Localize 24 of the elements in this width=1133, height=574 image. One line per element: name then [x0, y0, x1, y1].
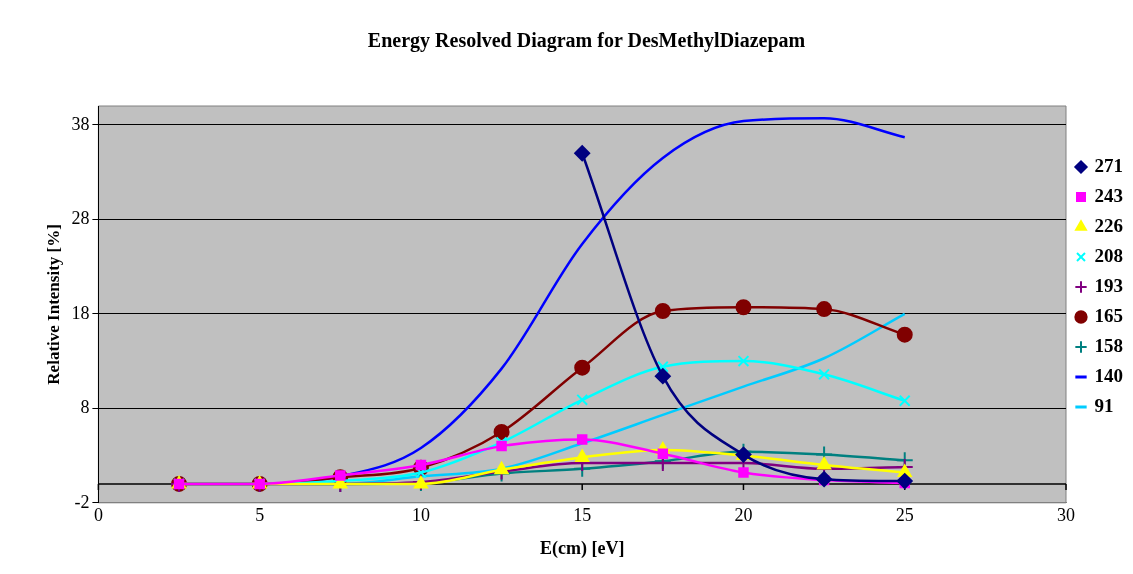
y-tick-label: 8 — [80, 397, 90, 418]
legend-label: 193 — [1094, 274, 1123, 296]
x-tick-label: 20 — [734, 505, 753, 526]
legend-label: 91 — [1094, 394, 1114, 416]
x-tick-label: 25 — [895, 505, 914, 526]
legend-label: 158 — [1094, 334, 1123, 356]
x-tick-label: 15 — [573, 505, 592, 526]
legend-label: 208 — [1094, 244, 1123, 266]
y-tick-label: 18 — [71, 302, 90, 323]
legend-label: 140 — [1094, 364, 1123, 386]
x-tick-label: 10 — [411, 505, 430, 526]
x-tick-label: 30 — [1057, 505, 1075, 526]
x-axis-title: E(cm) [eV] — [539, 537, 625, 559]
x-tick-label: 5 — [255, 505, 265, 526]
legend-label: 271 — [1094, 154, 1123, 176]
legend-label: 243 — [1094, 184, 1123, 206]
y-tick-label: 38 — [71, 113, 90, 134]
legend-label: 165 — [1094, 304, 1123, 326]
y-tick-label: -2 — [74, 491, 90, 512]
x-tick-label: 0 — [93, 505, 103, 526]
y-axis-title: Relative Intensity [%] — [43, 224, 63, 385]
legend-label: 226 — [1094, 214, 1123, 236]
chart-title: Energy Resolved Diagram for DesMethylDiazepam — [367, 29, 806, 53]
y-tick-label: 28 — [71, 208, 90, 229]
